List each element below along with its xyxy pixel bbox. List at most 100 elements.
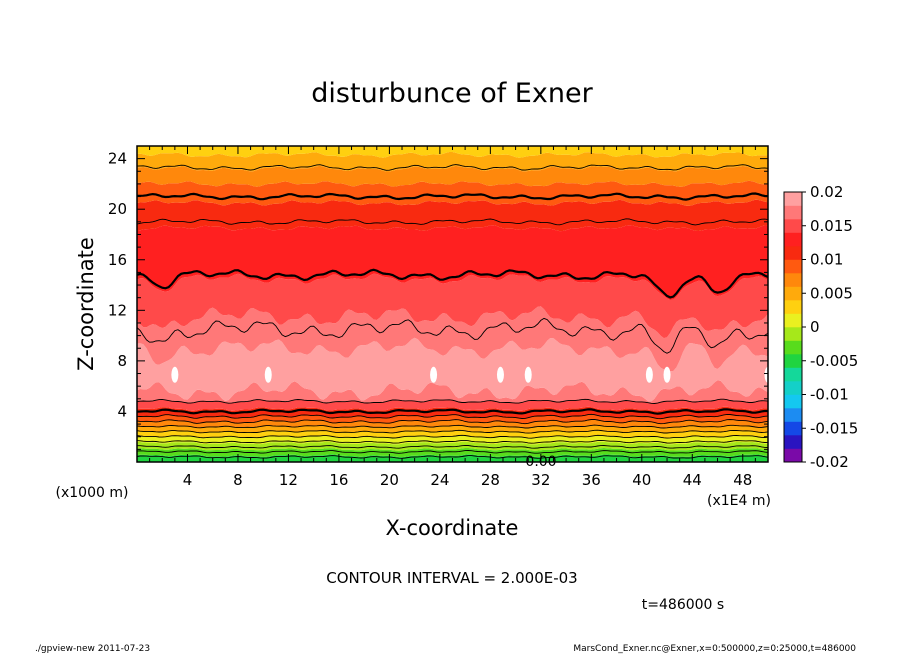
- fill-band-2: [137, 441, 768, 451]
- fill-band-11: [137, 337, 768, 402]
- max-patch-1: [264, 366, 272, 383]
- x-tick-label: 44: [683, 471, 702, 489]
- y-axis-unit: (x1000 m): [56, 485, 129, 501]
- y-tick-label: 4: [117, 402, 127, 420]
- contour-line-3: [137, 439, 768, 444]
- colorbar-segment-11: [784, 300, 802, 314]
- contour-line-5: [137, 429, 768, 434]
- contour-line-14: [137, 192, 768, 201]
- max-patch-0: [171, 366, 179, 383]
- footer-right: MarsCond_Exner.nc@Exner,x=0:500000,z=0:2…: [573, 644, 856, 654]
- x-tick-label: 40: [632, 471, 651, 489]
- fill-band-18: [137, 152, 768, 172]
- colorbar-tick-label: -0.01: [810, 386, 849, 404]
- colorbar-segment-12: [784, 286, 802, 301]
- colorbar-tick-label: 0: [810, 318, 820, 336]
- colorbar-segment-2: [784, 421, 802, 436]
- chart-title: disturbunce of Exner: [311, 78, 593, 109]
- colorbar-segment-7: [784, 354, 802, 368]
- contour-interval-text: CONTOUR INTERVAL = 2.000E-03: [326, 569, 577, 587]
- fill-band-17: [137, 165, 768, 187]
- fill-band-12: [137, 306, 768, 372]
- y-axis-label: Z-coordinate: [74, 237, 98, 371]
- colorbar-segment-18: [784, 205, 802, 220]
- contour-line-1: [137, 450, 768, 454]
- colorbar-segment-4: [784, 394, 802, 409]
- max-patch-3: [496, 366, 504, 383]
- y-tick-label: 16: [108, 251, 127, 269]
- fill-band-15: [137, 199, 768, 232]
- colorbar-tick-label: 0.005: [810, 284, 853, 302]
- y-tick-label: 20: [108, 200, 127, 218]
- x-tick-label: 4: [183, 471, 193, 489]
- colorbar: [784, 192, 802, 463]
- contour-lines: [137, 164, 768, 459]
- colorbar-ticks: 0.02 0.015 0.01 0.005 0 -0.005 -0.01 -0.015 -0.0…: [802, 183, 858, 471]
- x-tick-label: 28: [481, 471, 500, 489]
- x-axis-unit: (x1E4 m): [707, 493, 771, 509]
- colorbar-tick-label: 0.02: [810, 183, 843, 201]
- contour-line-13: [137, 218, 768, 226]
- fill-band-13: [137, 273, 768, 339]
- contour-line-4: [137, 434, 768, 439]
- colorbar-tick-label: 0.015: [810, 217, 853, 235]
- colorbar-segment-1: [784, 435, 802, 449]
- max-patch-6: [663, 366, 671, 383]
- colorbar-tick-label: 0.01: [810, 251, 843, 269]
- time-text: t=486000 s: [642, 597, 724, 613]
- x-tick-label: 36: [582, 471, 601, 489]
- colorbar-tick-label: -0.015: [810, 419, 858, 437]
- fill-band-8: [137, 406, 768, 419]
- contour-value-label: 0.00: [525, 454, 556, 470]
- colorbar-segment-16: [784, 232, 802, 247]
- contour-line-8: [137, 413, 768, 420]
- max-patch-2: [430, 366, 438, 383]
- fill-band-16: [137, 180, 768, 206]
- colorbar-tick-label: -0.02: [810, 453, 849, 471]
- contour-line-2: [137, 444, 768, 449]
- x-axis-ticks: 4 8 12 16 20 24 28 32 36 40 44 48: [149, 146, 756, 489]
- x-tick-label: 12: [279, 471, 298, 489]
- colorbar-segment-5: [784, 381, 802, 395]
- max-patch-5: [645, 366, 653, 383]
- x-tick-label: 16: [329, 471, 348, 489]
- colorbar-segment-13: [784, 273, 802, 287]
- colorbar-segment-8: [784, 340, 802, 355]
- colorbar-tick-label: -0.005: [810, 352, 858, 370]
- y-tick-label: 8: [117, 352, 127, 370]
- colorbar-segment-6: [784, 367, 802, 382]
- fill-band-14: [137, 225, 768, 300]
- contour-line-7: [137, 418, 768, 425]
- contour-line-12: [137, 268, 768, 299]
- colorbar-segment-10: [784, 313, 802, 328]
- colorbar-segment-17: [784, 219, 802, 233]
- fill-band-19: [137, 146, 768, 158]
- fill-band-10: [137, 380, 768, 404]
- y-tick-label: 24: [108, 150, 127, 168]
- plot-area: [137, 146, 768, 462]
- max-patch-4: [524, 366, 532, 383]
- contour-fill-bands: [137, 146, 768, 462]
- x-axis-label: X-coordinate: [386, 516, 519, 540]
- fill-band-1: [137, 448, 768, 458]
- contour-line-6: [137, 424, 768, 429]
- contour-line-10: [137, 398, 768, 404]
- contour-line-15: [137, 164, 768, 171]
- contour-line-11: [137, 317, 768, 354]
- contour-line-9: [137, 408, 768, 415]
- fill-band-9: [137, 399, 768, 412]
- x-tick-label: 32: [531, 471, 550, 489]
- x-tick-label: 20: [380, 471, 399, 489]
- colorbar-segment-0: [784, 448, 802, 463]
- max-region-holes: [171, 366, 768, 383]
- x-tick-label: 24: [430, 471, 449, 489]
- colorbar-segment-9: [784, 327, 802, 341]
- contour-line-0: [137, 455, 768, 459]
- colorbar-segment-3: [784, 408, 802, 422]
- y-axis-ticks: 4 8 12 16 20 24: [108, 150, 768, 450]
- x-tick-label: 48: [733, 471, 752, 489]
- colorbar-segment-19: [784, 192, 802, 206]
- footer-left: ./gpview-new 2011-07-23: [35, 644, 150, 654]
- x-tick-label: 8: [233, 471, 243, 489]
